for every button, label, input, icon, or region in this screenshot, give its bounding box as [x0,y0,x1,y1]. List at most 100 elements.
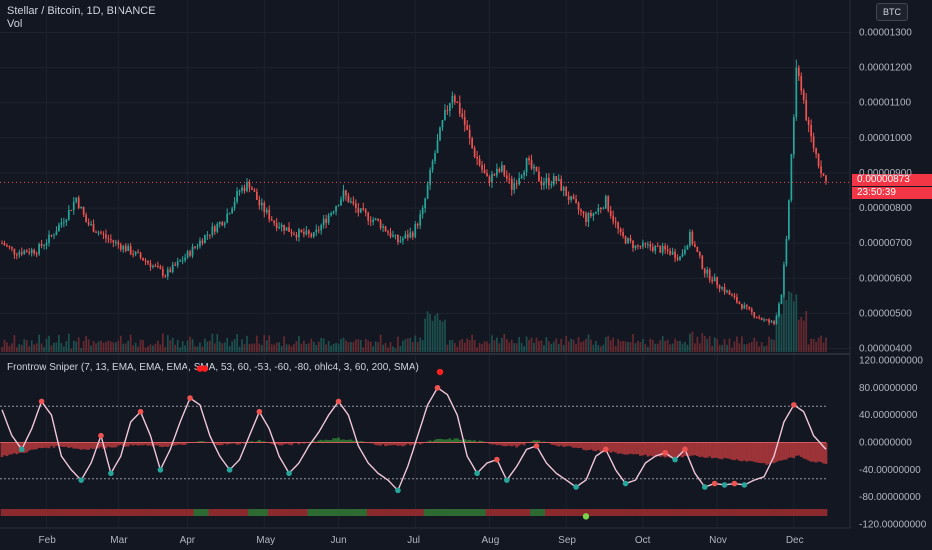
candle-body [107,238,110,240]
time-axis: Feb Mar Apr May Jun Jul Aug Sep Oct Nov Dec [0,527,850,546]
ribbon-cell [245,509,249,516]
candle-body [817,153,820,167]
ribbon-cell [201,509,204,516]
ribbon-cell [663,509,667,516]
currency-button[interactable]: BTC [876,3,908,21]
osc-fill-bar [822,442,825,464]
ribbon-cell [144,509,147,516]
candle-body [703,268,706,274]
volume-bar [825,337,827,352]
osc-fill-bar [282,442,286,445]
volume-bar [389,341,392,352]
candle-body [822,173,825,176]
volume-bar [463,342,466,352]
candle-body [706,269,709,274]
candle-body [538,171,540,182]
volume-bar [595,340,597,352]
osc-peak-dot [98,432,104,439]
volume-bar [330,345,332,352]
candle-body [377,218,379,221]
candle-body [112,240,115,243]
candle-body [674,251,676,259]
ribbon-cell [567,509,571,516]
osc-fill-bar [15,442,19,455]
candle-body [795,67,798,118]
volume-bar [708,336,711,352]
volume-bar [716,338,718,352]
ribbon-cell [69,509,73,516]
volume-bar [8,345,11,352]
candle-body [181,260,184,262]
ribbon-cell [728,509,731,516]
osc-fill-bar [789,442,793,458]
osc-peak-dot [711,480,718,487]
osc-fill-bar [317,440,321,443]
volume-bar [216,334,219,352]
candle-body [293,233,295,235]
candle-body [345,190,347,196]
candle-body [629,238,632,241]
ribbon-cell [22,509,26,516]
volume-bar [508,342,511,352]
volume-bar [436,313,439,352]
ribbon-cell [312,509,316,516]
osc-fill-bar [656,442,660,456]
volume-bar [211,333,214,352]
ribbon-cell [493,509,496,516]
volume-bar [67,333,70,352]
candle-body [644,242,647,245]
ribbon-cell [495,509,499,516]
candle-body [350,201,352,203]
ribbon-cell [366,509,370,516]
candle-body [669,250,671,255]
candle-body [458,102,461,114]
signal-marker [436,368,444,376]
candle-body [161,268,164,276]
osc-fill-bar [22,442,26,453]
osc-trough-dot [573,484,579,490]
osc-fill-bar [720,442,724,460]
ribbon-cell [502,509,506,516]
volume-bar [505,339,508,352]
ribbon-cell [324,509,328,516]
candle-body [174,264,177,266]
ribbon-cell [151,509,155,516]
candle-body [38,244,40,254]
candle-body [208,234,211,236]
ribbon-cell [458,509,462,516]
osc-fill-bar [446,439,449,443]
osc-fill-bar [168,442,172,446]
osc-fill-bar [458,439,462,443]
ribbon-cell [203,509,207,516]
volume-bar [315,344,318,352]
ribbon-cell [161,509,165,516]
volume-bar [822,342,825,352]
candle-body [738,302,741,304]
candle-body [354,203,357,208]
osc-fill-bar [354,440,358,443]
volume-bar [488,343,491,352]
candle-body [439,127,441,141]
candle-body [260,202,263,206]
volume-bar [347,342,350,352]
volume-bar [498,343,501,352]
candle-body [367,212,370,221]
volume-bar [251,343,253,352]
candle-body [637,245,639,247]
ribbon-cell [210,509,214,516]
osc-fill-bar [520,442,524,445]
volume-bar [557,343,560,352]
osc-fill-bar [156,442,160,446]
ribbon-cell [72,509,76,516]
price-tick-label: 0.00001000 [859,133,912,144]
volume-bar [283,336,285,352]
candle-body [570,196,572,200]
ribbon-cell [530,509,533,516]
ribbon-cell [626,509,630,516]
candle-body [228,213,231,215]
osc-fill-bar [478,440,481,443]
ribbon-cell [391,509,395,516]
osc-fill-bar [67,442,71,448]
volume-bar [102,342,105,352]
